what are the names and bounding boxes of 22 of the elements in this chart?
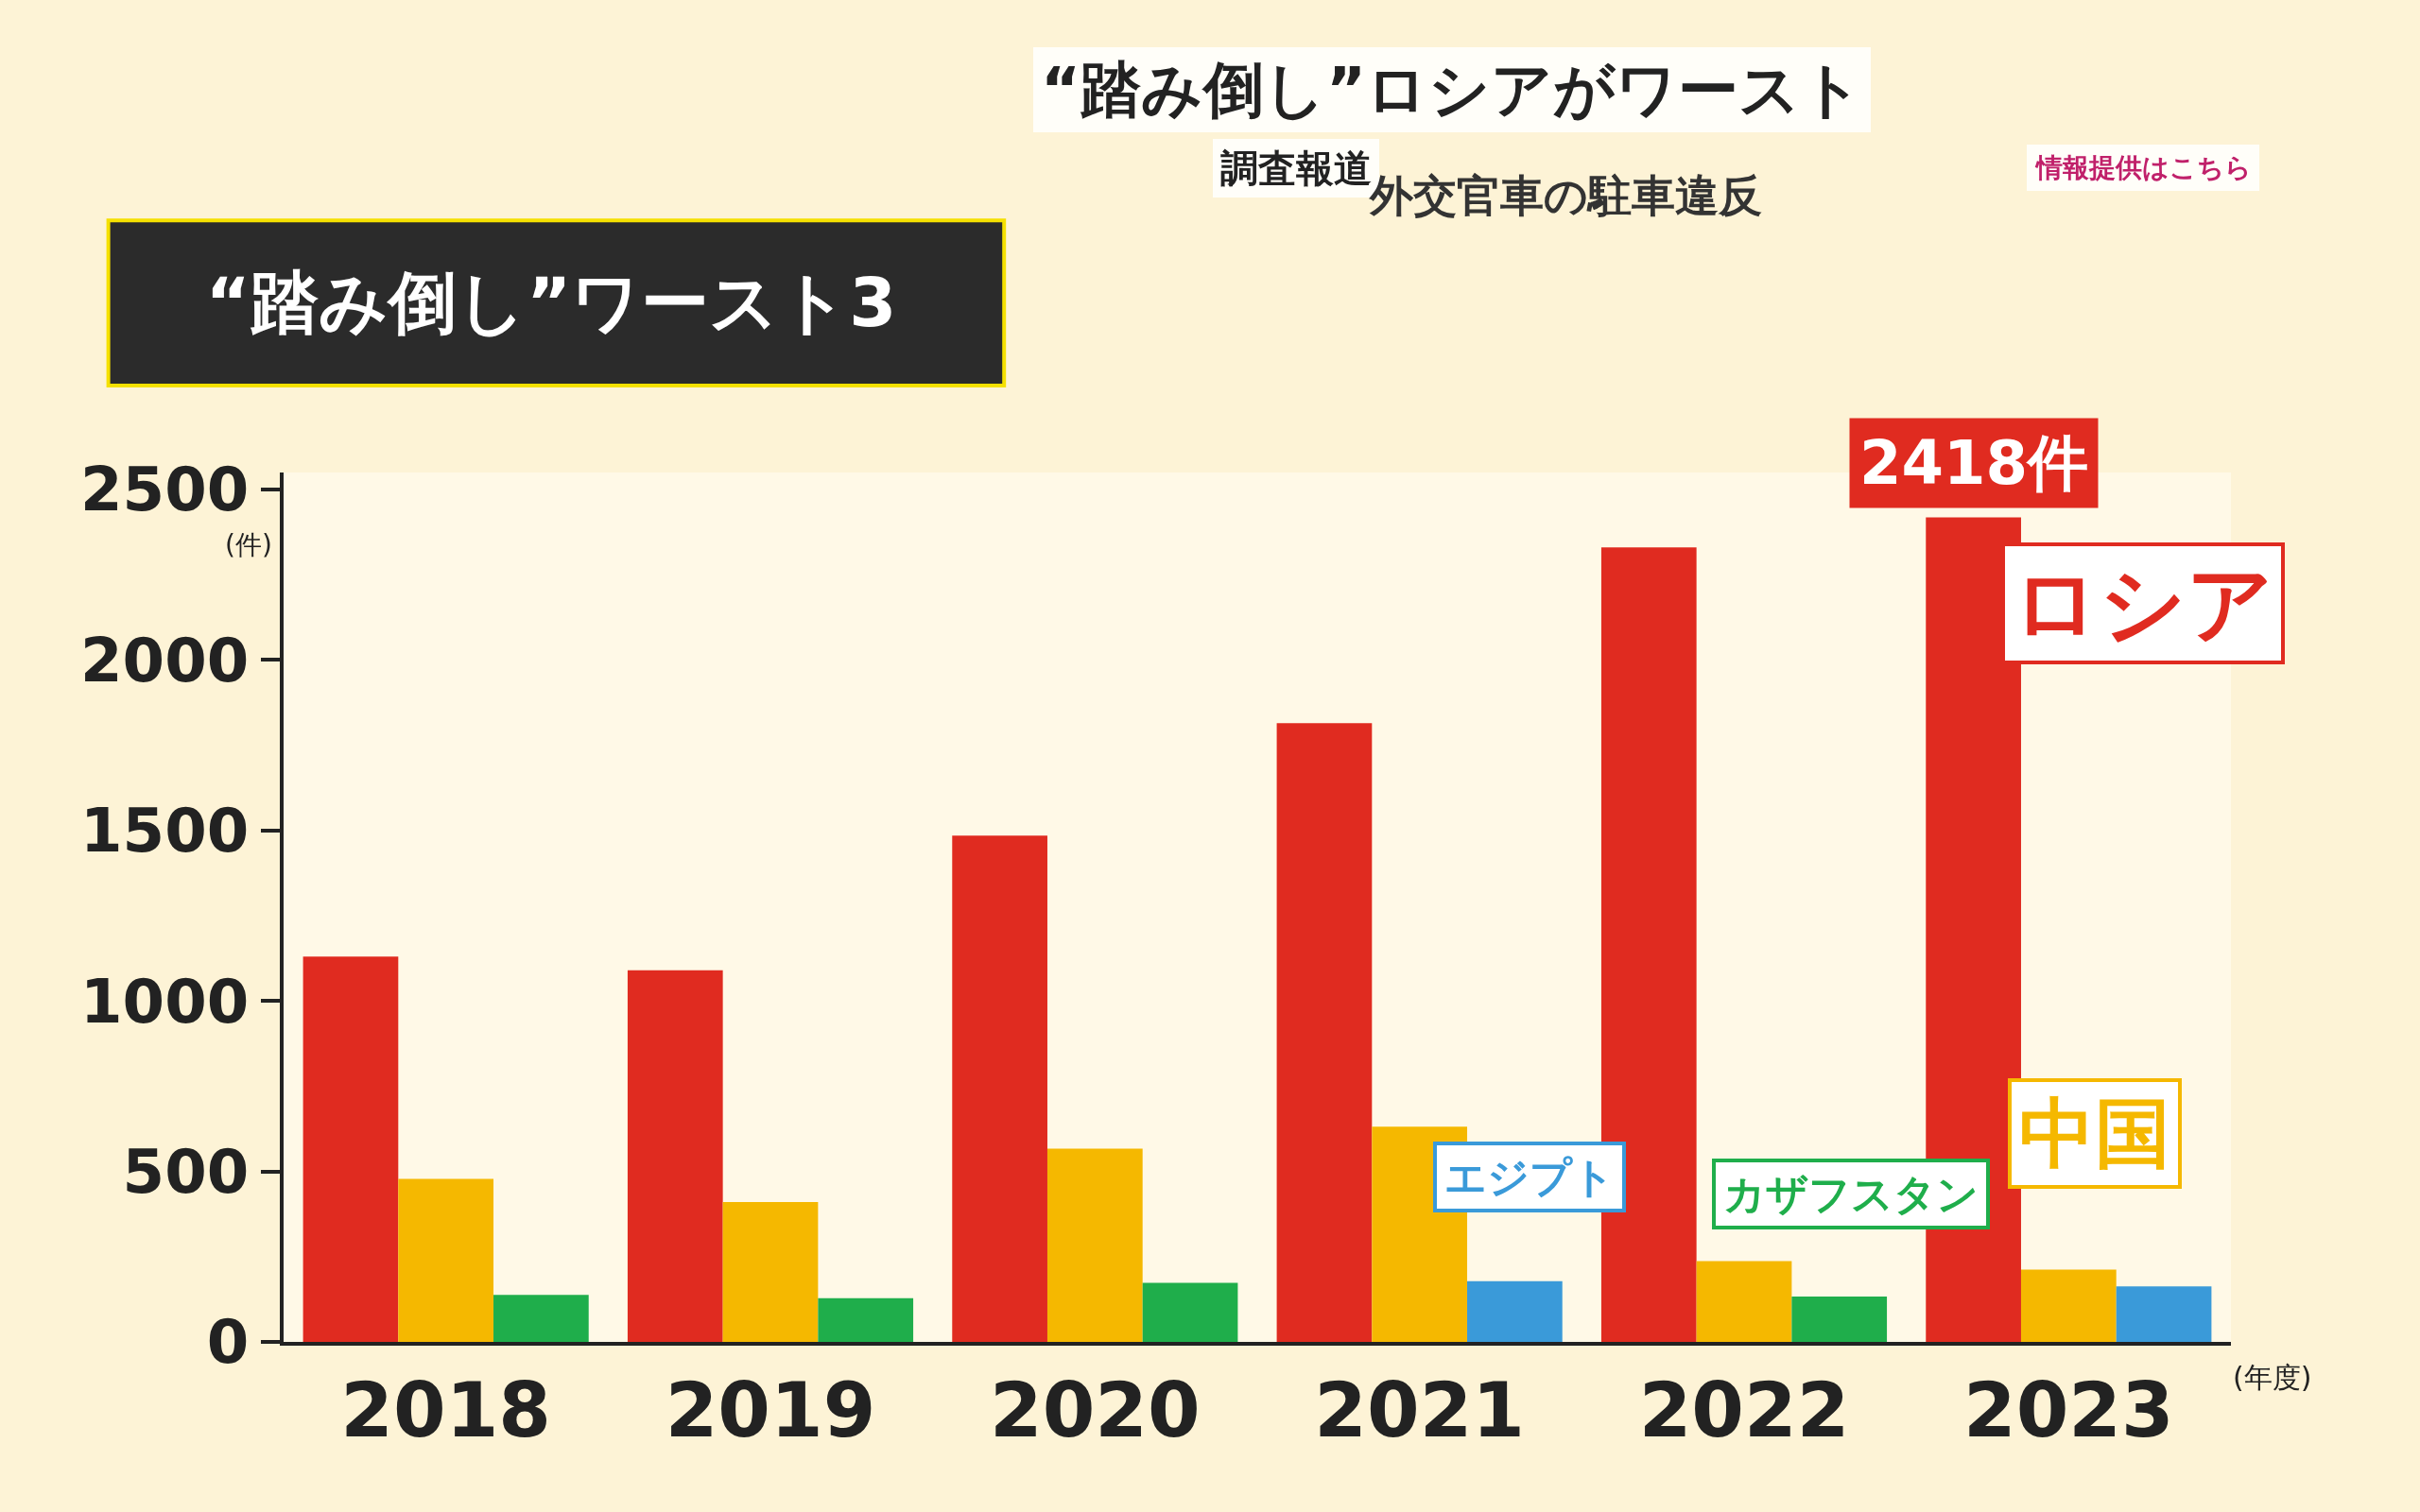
text: “踏み倒し”ロシアがワースト bbox=[1041, 55, 1864, 125]
x-axis-title: (年度) bbox=[2233, 1361, 2312, 1394]
y-tick-label: 0 bbox=[206, 1307, 250, 1378]
x-tick-label: 2021 bbox=[1314, 1366, 1525, 1454]
x-tick-label: 2018 bbox=[340, 1366, 551, 1454]
y-tick-label: 2000 bbox=[80, 625, 250, 696]
y-tick-label: 2500 bbox=[80, 455, 250, 525]
y-axis-title: (件) bbox=[225, 529, 272, 560]
y-tick-label: 500 bbox=[122, 1137, 250, 1208]
y-tick-label: 1500 bbox=[80, 796, 250, 867]
x-tick-label: 2023 bbox=[1963, 1366, 2174, 1454]
x-tick-label: 2022 bbox=[1638, 1366, 1850, 1454]
annotation: ロシア bbox=[2013, 554, 2273, 653]
chart-title: “踏み倒し”ワースト3 bbox=[205, 263, 897, 343]
y-tick-label: 1000 bbox=[80, 966, 250, 1037]
annotation: エジプト bbox=[1444, 1153, 1615, 1201]
annotation: カザフスタン bbox=[1723, 1170, 1979, 1218]
text: 情報提供はこちら bbox=[2034, 152, 2252, 183]
data-label: 2418件 bbox=[1859, 428, 2089, 498]
annotation: 中国 bbox=[2019, 1090, 2170, 1177]
x-tick-label: 2020 bbox=[990, 1366, 1201, 1454]
x-tick-label: 2019 bbox=[665, 1366, 876, 1454]
